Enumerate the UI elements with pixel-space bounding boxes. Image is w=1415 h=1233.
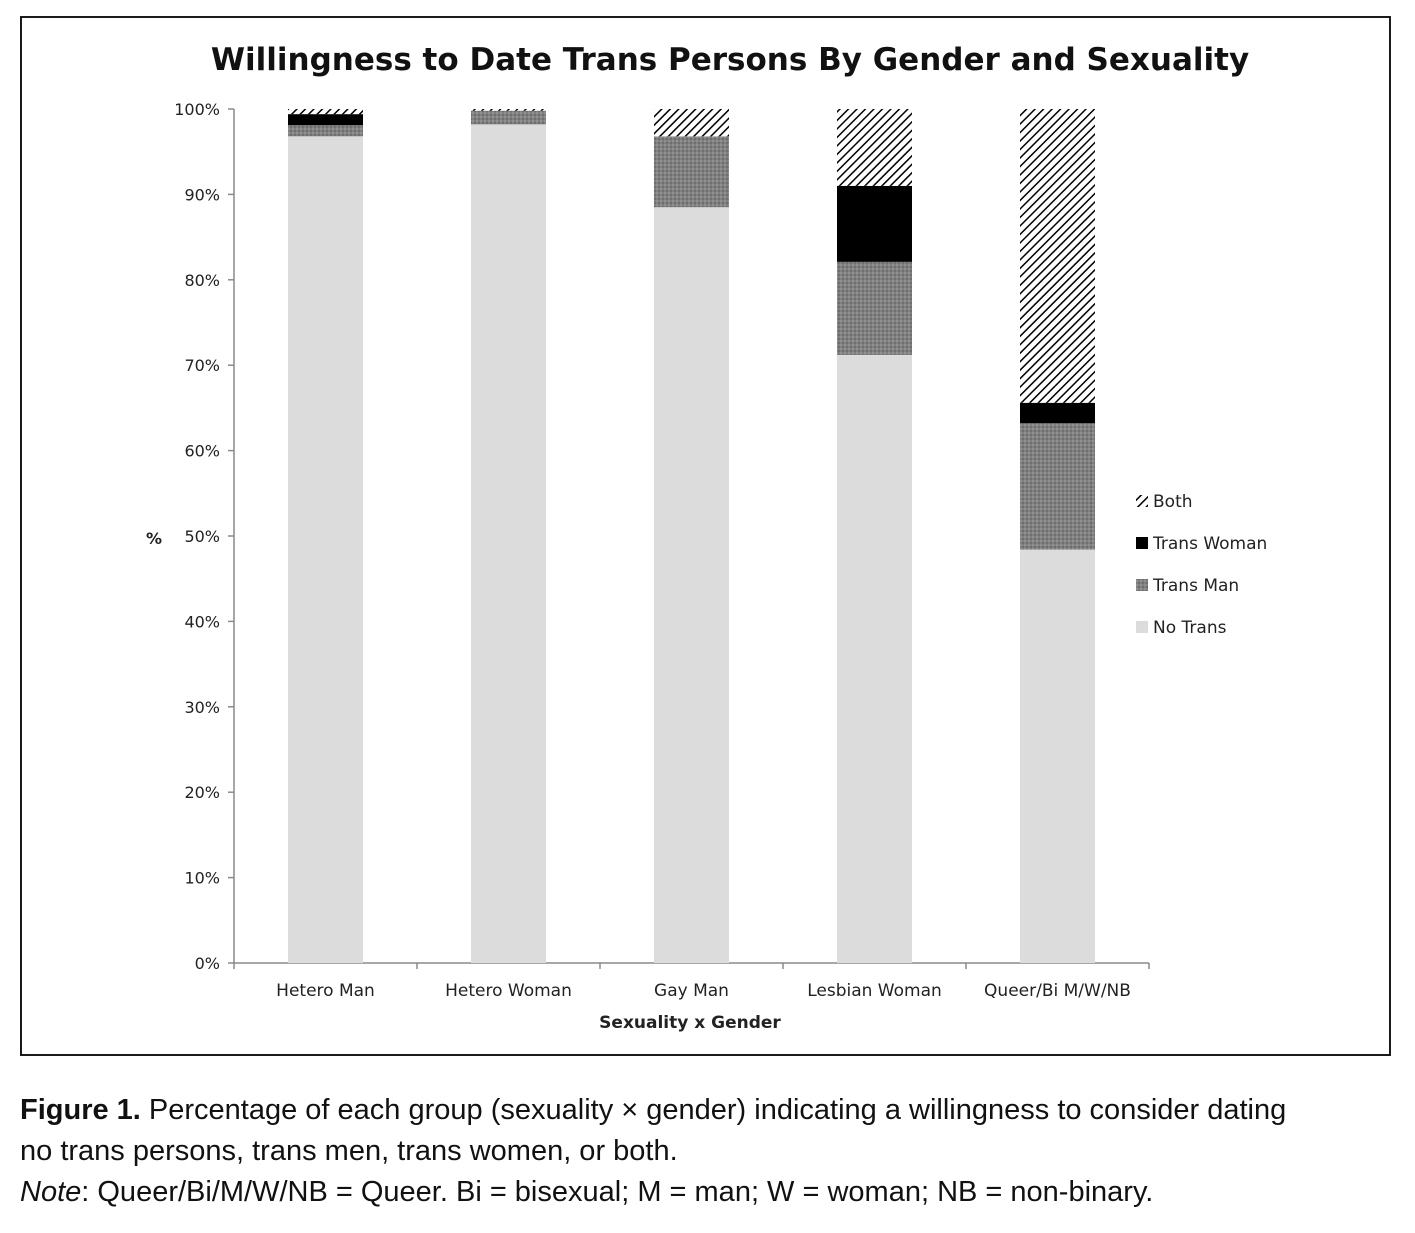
bar-segment [288, 114, 363, 126]
x-tick-label: Queer/Bi M/W/NB [984, 981, 1131, 1001]
axes-layer: 0% 10% 20% 30% 40% 50% 60% 70% 80% 90% 100% [174, 100, 1150, 973]
bar-segment [471, 124, 546, 963]
y-tick-label: 50% [184, 527, 220, 546]
chart-frame: Willingness to Date Trans Persons By Gen… [20, 16, 1391, 1056]
y-tick-label: 20% [184, 783, 220, 802]
y-tick-label: 90% [184, 185, 220, 204]
legend-swatch [1136, 621, 1148, 633]
y-tick-label: 10% [184, 869, 220, 888]
x-axis-label: Sexuality x Gender [599, 1013, 781, 1033]
bar-segment [471, 110, 546, 125]
bar-segment [837, 354, 912, 963]
bar-segment [1020, 549, 1095, 963]
figure-caption-line-2: no trans persons, trans men, trans women… [20, 1131, 1400, 1172]
y-tick-label: 0% [195, 954, 220, 973]
legend-swatch [1136, 579, 1148, 591]
bar-segment [654, 136, 729, 208]
figure-label: Figure 1. [20, 1094, 141, 1126]
y-tick-label: 30% [184, 698, 220, 717]
chart-title: Willingness to Date Trans Persons By Gen… [211, 42, 1249, 78]
figure-caption-line-1: Figure 1. Percentage of each group (sexu… [20, 1090, 1400, 1131]
figure-note: Note: Queer/Bi/M/W/NB = Queer. Bi = bise… [20, 1172, 1400, 1213]
bar-segment [654, 109, 729, 137]
bar-segment [837, 109, 912, 186]
note-text: : Queer/Bi/M/W/NB = Queer. Bi = bisexual… [81, 1176, 1154, 1208]
x-tick-label: Hetero Man [276, 981, 375, 1001]
y-tick-label: 80% [184, 271, 220, 290]
x-tick-label: Lesbian Woman [807, 981, 942, 1001]
legend-label: Trans Man [1152, 576, 1239, 596]
bar-segment [837, 261, 912, 355]
legend: Both Trans Woman Trans Man No Trans [1136, 492, 1267, 638]
caption-text-2: no trans persons, trans men, trans women… [20, 1135, 678, 1167]
bar-segment [1020, 402, 1095, 424]
y-tick-label: 70% [184, 356, 220, 375]
bar-segment [1020, 423, 1095, 550]
chart-svg: Willingness to Date Trans Persons By Gen… [146, 42, 1267, 1033]
bar-segment [288, 136, 363, 963]
legend-swatch [1136, 537, 1148, 549]
bar-segment [837, 185, 912, 262]
y-tick-label: 100% [174, 100, 220, 119]
x-tick-label: Gay Man [654, 981, 729, 1001]
y-tick-label: 40% [184, 612, 220, 631]
y-tick-label: 60% [184, 442, 220, 461]
caption-text-1: Percentage of each group (sexuality × ge… [140, 1094, 1287, 1126]
legend-label: Trans Woman [1152, 534, 1267, 554]
legend-swatch [1136, 495, 1148, 507]
y-axis-label: % [146, 529, 162, 548]
bar-segment [654, 207, 729, 963]
bar-segment [288, 125, 363, 137]
legend-label: No Trans [1153, 618, 1227, 638]
bar-segment [1020, 109, 1095, 403]
x-tick-label: Hetero Woman [445, 981, 572, 1001]
note-label: Note [20, 1176, 82, 1208]
bars-layer: Hetero Man Hetero Woman Gay Man Lesbian Wom… [276, 109, 1131, 1001]
bar-segment [288, 109, 363, 115]
bar-segment [471, 109, 546, 111]
legend-label: Both [1153, 492, 1193, 512]
